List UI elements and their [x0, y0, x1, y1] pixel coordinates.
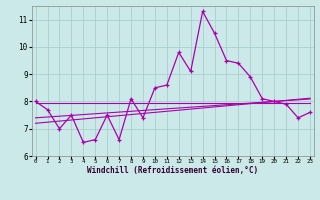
X-axis label: Windchill (Refroidissement éolien,°C): Windchill (Refroidissement éolien,°C) [87, 166, 258, 175]
